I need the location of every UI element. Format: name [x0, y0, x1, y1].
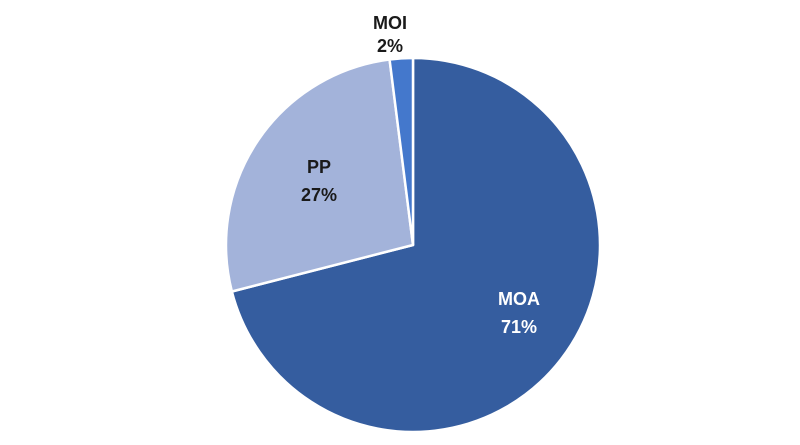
pie-slice-pp [224, 58, 415, 293]
slice-label-pp: PP 27% [301, 157, 337, 205]
slice-label-moi: MOI 2% [373, 13, 407, 56]
pie-slice-moa [230, 56, 602, 434]
slice-name-pp: PP [307, 157, 331, 177]
slice-percent-pp: 27% [301, 185, 337, 205]
slice-percent-moa: 71% [501, 317, 537, 337]
pie-slice-moi [388, 56, 415, 247]
slice-label-moa: MOA 71% [498, 289, 540, 337]
slice-name-moa: MOA [498, 289, 540, 309]
slice-name-moi: MOI [373, 13, 407, 33]
slice-percent-moi: 2% [377, 36, 403, 56]
